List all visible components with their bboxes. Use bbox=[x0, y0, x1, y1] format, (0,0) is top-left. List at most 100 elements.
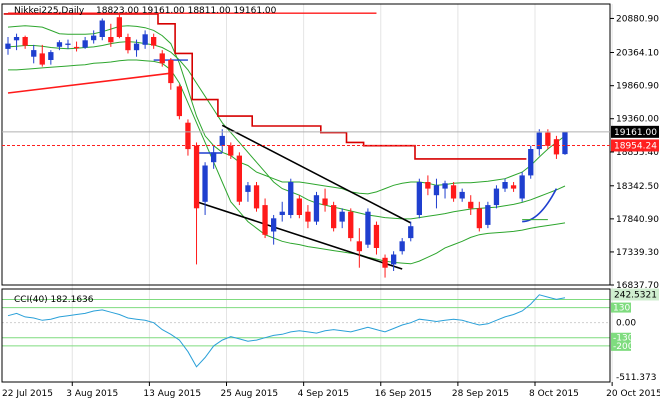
cci-upper-tag-label: 130 bbox=[613, 304, 630, 314]
candle-body bbox=[459, 191, 465, 199]
candle-body bbox=[116, 17, 122, 37]
price-tick-label: 19360.00 bbox=[616, 115, 659, 125]
symbol-label: Nikkei225,Daily bbox=[14, 6, 85, 16]
price-tick-label: 17339.30 bbox=[616, 248, 659, 258]
time-axis: 22 Jul 2015 3 Aug 2015 13 Aug 2015 25 Aug 2… bbox=[2, 382, 660, 399]
candle-body bbox=[39, 53, 45, 65]
candle-body bbox=[348, 211, 354, 239]
bid-price-tag bbox=[611, 139, 659, 152]
candle-body bbox=[450, 185, 457, 199]
candle-body bbox=[185, 122, 191, 150]
candle-body bbox=[305, 211, 311, 222]
candle-body bbox=[168, 60, 174, 84]
candle-body bbox=[245, 185, 251, 192]
projection-curve bbox=[522, 188, 558, 223]
candle-body bbox=[322, 198, 328, 206]
candle-body bbox=[485, 205, 491, 225]
candle-body bbox=[159, 53, 165, 64]
price-tick-label: 17840.90 bbox=[616, 215, 659, 225]
candle-body bbox=[236, 155, 242, 202]
candle-body bbox=[313, 195, 320, 222]
candle-body bbox=[13, 37, 20, 41]
time-tick-label: 22 Jul 2015 bbox=[2, 389, 53, 399]
candle-body bbox=[562, 131, 568, 155]
candle-body bbox=[382, 257, 388, 268]
ohlc-label: 18823.00 19161.00 18811.00 19161.00 bbox=[96, 6, 277, 16]
candle-body bbox=[253, 185, 260, 209]
time-tick-label: 8 Oct 2015 bbox=[529, 389, 579, 399]
time-tick-label: 16 Sep 2015 bbox=[375, 389, 432, 399]
candle-body bbox=[433, 185, 440, 196]
time-tick-label: 4 Sep 2015 bbox=[298, 389, 349, 399]
candle-body bbox=[133, 43, 140, 51]
cci-tick-label: 0.00 bbox=[616, 319, 636, 329]
price-axis: 20880.90 20364.10 19860.90 19360.00 18855.40… bbox=[2, 14, 659, 383]
candle-body bbox=[82, 40, 88, 48]
candle-body bbox=[262, 205, 268, 235]
current-price-value: 19161.00 bbox=[614, 128, 657, 138]
cci-lower2-tag-label: -200 bbox=[613, 342, 634, 352]
candle-body bbox=[502, 182, 508, 189]
frame bbox=[1, 3, 611, 383]
candle-body bbox=[331, 205, 337, 229]
candle-body bbox=[151, 37, 157, 46]
time-tick-label: 25 Aug 2015 bbox=[221, 389, 279, 399]
time-tick-label: 3 Aug 2015 bbox=[66, 389, 118, 399]
candle-body bbox=[65, 43, 71, 45]
price-tick-label: 16837.70 bbox=[616, 281, 659, 291]
candles bbox=[5, 13, 568, 278]
candle-body bbox=[202, 165, 208, 202]
candle-body bbox=[545, 132, 551, 146]
cci-tick-label: -511.373 bbox=[616, 373, 656, 383]
cci-panel bbox=[2, 294, 610, 368]
candle-body bbox=[228, 145, 234, 156]
cci-label: CCI(40) 182.1636 bbox=[14, 295, 94, 305]
candle-body bbox=[48, 52, 54, 60]
candle-body bbox=[5, 43, 11, 49]
candle-body bbox=[416, 182, 422, 215]
candle-body bbox=[22, 37, 28, 46]
candle-body bbox=[408, 226, 414, 239]
candle-body bbox=[193, 145, 200, 209]
trendlines bbox=[7, 12, 558, 270]
candle-body bbox=[288, 182, 294, 215]
candle-body bbox=[468, 201, 474, 209]
cci-current-value: 242.5321 bbox=[614, 291, 657, 301]
candle-body bbox=[339, 211, 345, 222]
candle-body bbox=[553, 139, 560, 155]
price-tick-label: 18342.50 bbox=[616, 182, 659, 192]
candle-body bbox=[510, 185, 517, 189]
candle-body bbox=[279, 211, 285, 215]
candle-body bbox=[108, 37, 114, 43]
candle-body bbox=[219, 135, 225, 146]
time-tick-label: 28 Sep 2015 bbox=[452, 389, 509, 399]
candle-body bbox=[142, 34, 148, 45]
candle-body bbox=[373, 224, 380, 248]
price-panel-border bbox=[1, 3, 611, 286]
trend-line bbox=[221, 124, 412, 224]
candle-body bbox=[536, 132, 542, 150]
current-price-tag bbox=[611, 125, 659, 138]
candle-body bbox=[99, 20, 105, 37]
candle-body bbox=[31, 50, 37, 57]
price-tick-label: 20880.90 bbox=[616, 14, 659, 24]
bollinger-lower-line bbox=[8, 59, 566, 265]
candle-body bbox=[399, 241, 405, 252]
candle-body bbox=[391, 254, 397, 265]
cci-upper-tag bbox=[611, 302, 631, 313]
candle-body bbox=[476, 208, 482, 229]
candle-body bbox=[176, 86, 182, 117]
cci-panel-border bbox=[1, 288, 611, 383]
candle-body bbox=[56, 42, 63, 47]
candle-body bbox=[356, 241, 362, 252]
candle-body bbox=[296, 198, 302, 215]
cci-line bbox=[7, 294, 566, 368]
candle-body bbox=[442, 183, 448, 189]
candle-body bbox=[271, 218, 277, 232]
candle-body bbox=[125, 37, 131, 51]
time-tick-label: 20 Oct 2015 bbox=[606, 389, 660, 399]
candle-body bbox=[519, 175, 525, 199]
candle-body bbox=[365, 211, 371, 245]
cci-lower2-tag bbox=[611, 340, 631, 351]
